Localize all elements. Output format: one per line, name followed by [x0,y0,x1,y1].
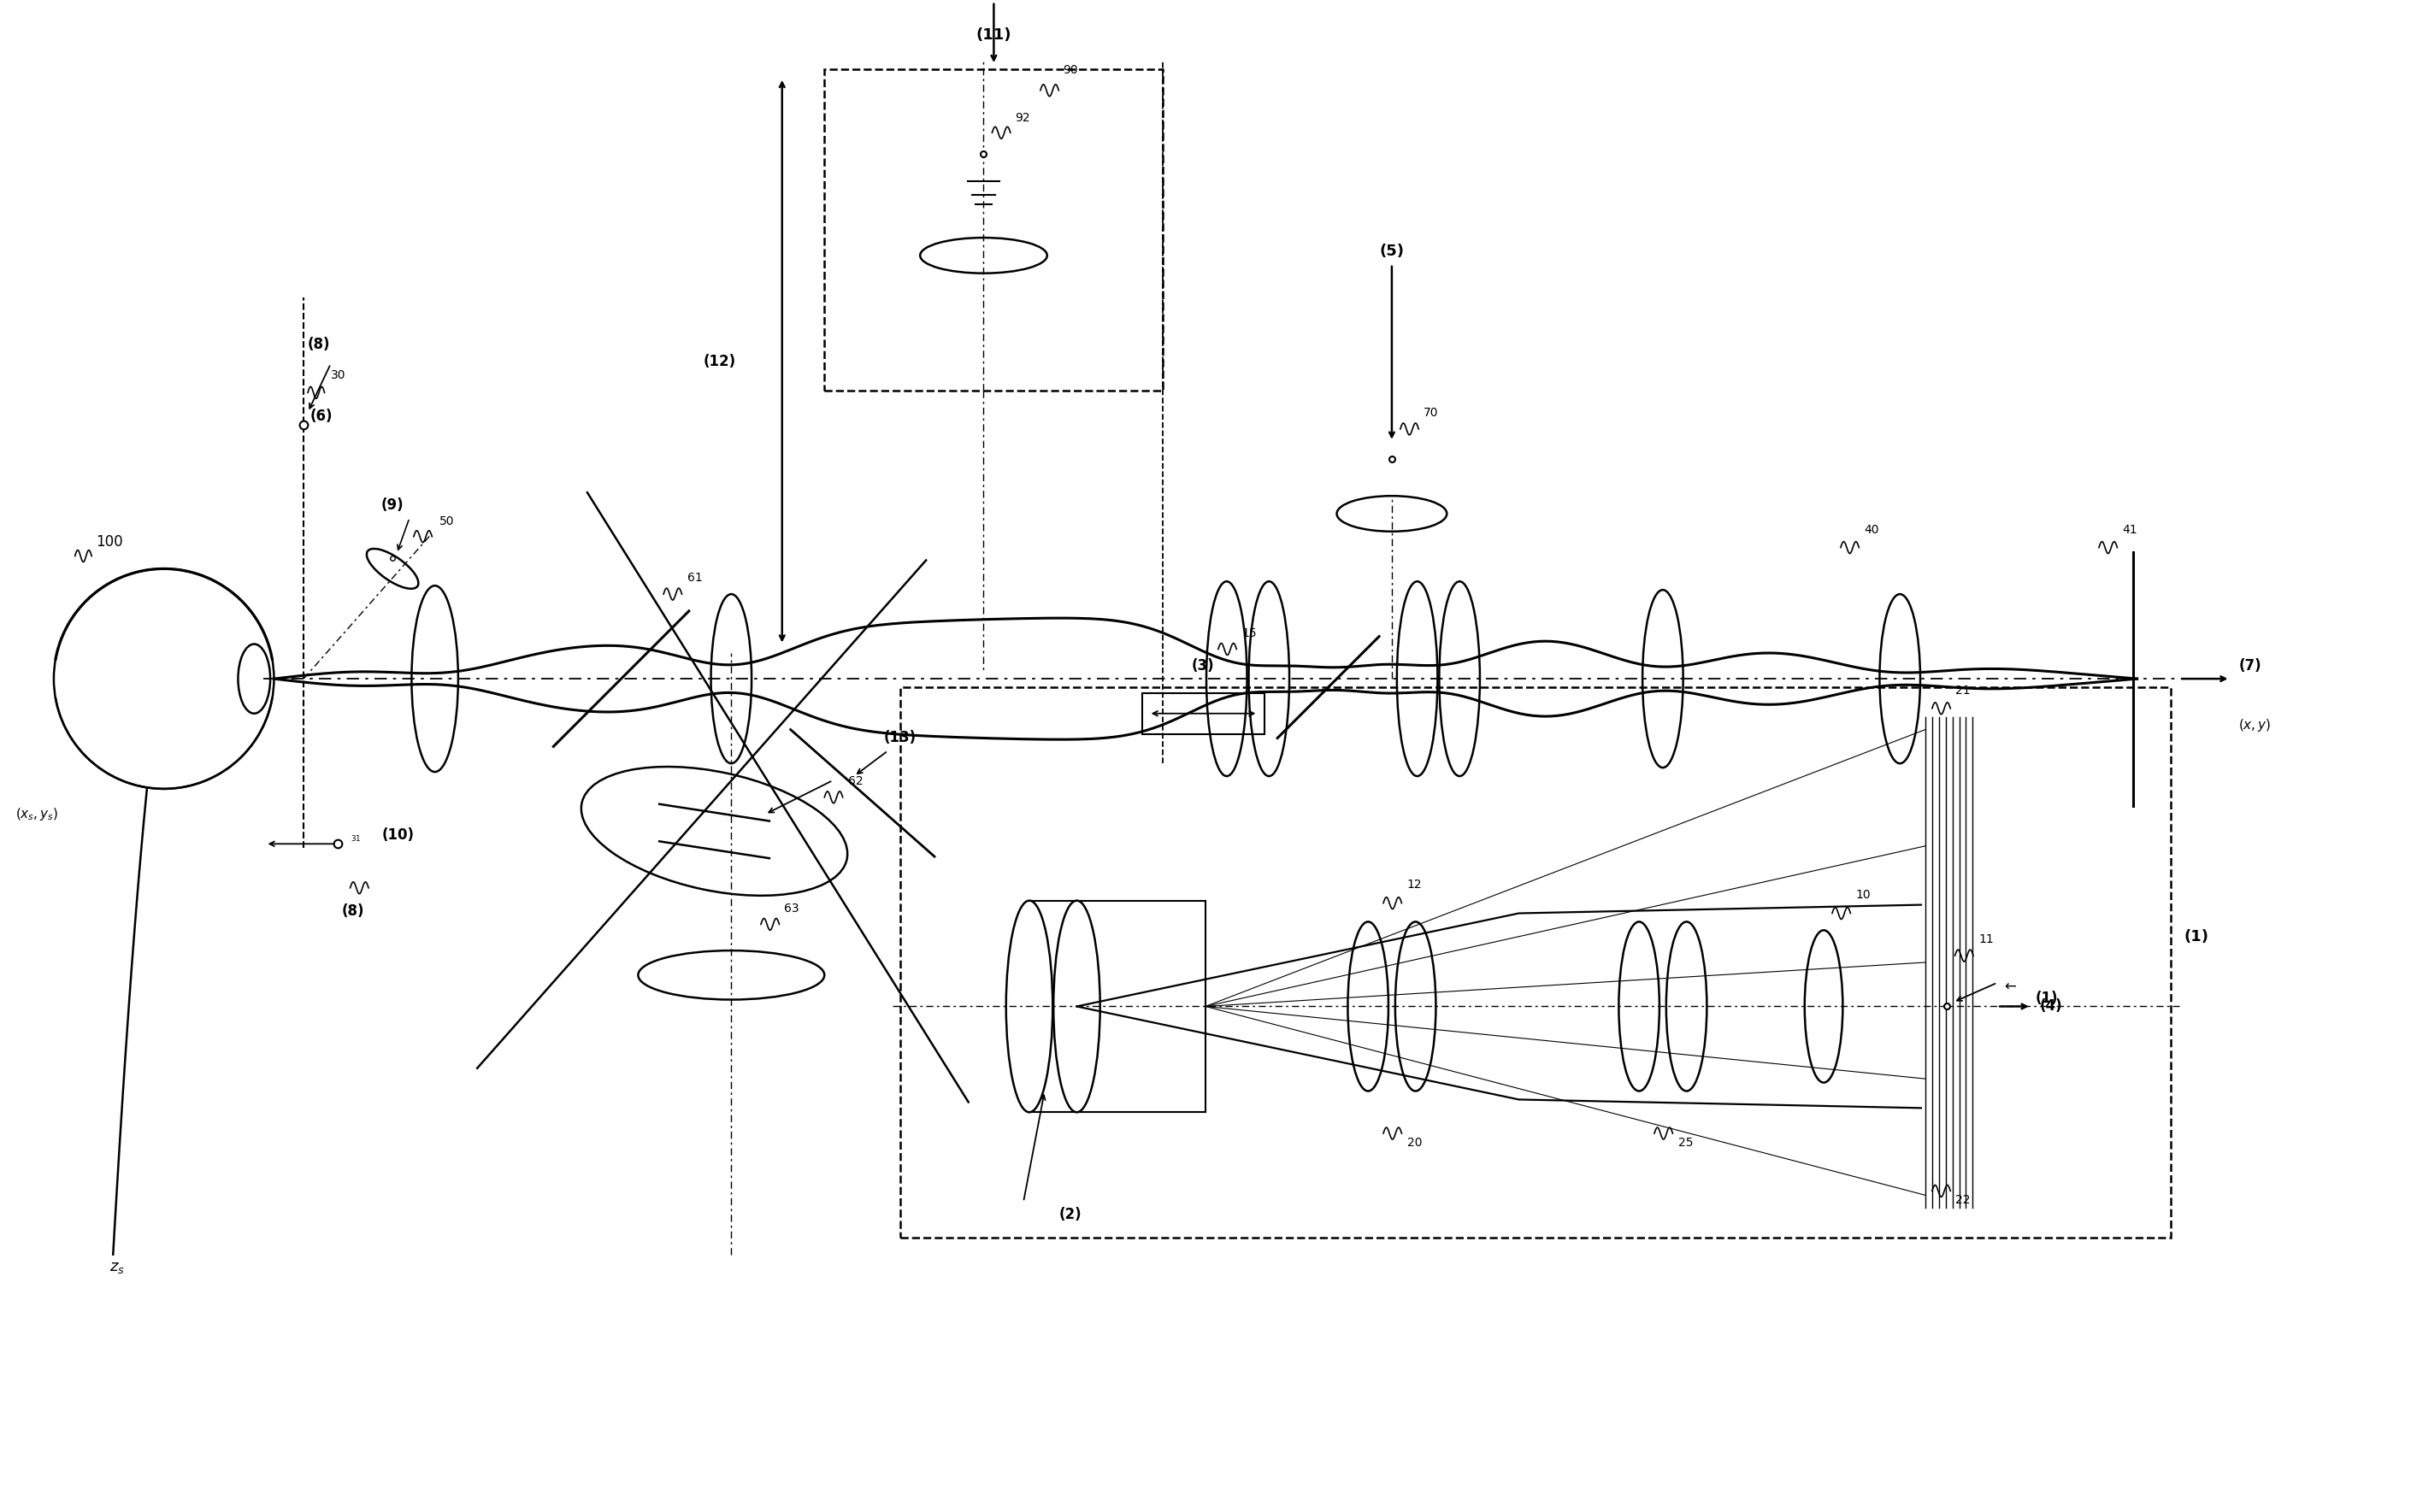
Text: 11: 11 [1979,933,1994,945]
Text: 21: 21 [1955,685,1970,697]
Text: 62: 62 [849,776,863,788]
Text: (7): (7) [2240,658,2262,674]
Text: (13): (13) [885,730,916,745]
Text: 61: 61 [687,572,702,584]
Text: 10: 10 [1856,889,1871,901]
Text: 30: 30 [330,369,345,381]
Text: 63: 63 [784,903,798,915]
Text: (1): (1) [2184,930,2208,945]
Text: (6): (6) [311,408,333,423]
Text: 41: 41 [2122,523,2139,535]
Text: (2): (2) [1058,1207,1083,1222]
Text: (8): (8) [342,904,364,919]
Text: (5): (5) [1379,243,1403,259]
Text: 12: 12 [1408,878,1422,891]
Text: 50: 50 [439,516,453,528]
Text: 40: 40 [1864,523,1878,535]
Bar [902,688,2170,1237]
Bar [1143,692,1266,733]
Text: 22: 22 [1955,1194,1970,1207]
Bar [825,70,1162,392]
Text: 70: 70 [1422,407,1437,419]
Text: (4): (4) [2040,999,2061,1015]
Text: (9): (9) [381,497,405,513]
Text: $z_s$: $z_s$ [108,1261,125,1276]
Text: (12): (12) [704,354,735,369]
Text: 92: 92 [1015,112,1029,124]
Text: (3): (3) [1191,658,1215,674]
Text: 15: 15 [1242,627,1256,640]
Text: 100: 100 [96,534,123,549]
Text: $(x_s, y_s)$: $(x_s, y_s)$ [17,806,58,823]
Text: $_{31}$: $_{31}$ [350,833,362,844]
Text: 25: 25 [1678,1137,1693,1149]
Text: $(x, y)$: $(x, y)$ [2240,717,2271,733]
Text: (11): (11) [976,27,1013,42]
Text: 20: 20 [1408,1137,1422,1149]
Text: 90: 90 [1063,64,1078,76]
Text: (1): (1) [2035,990,2059,1005]
Text: (10): (10) [381,827,415,844]
Text: (8): (8) [309,337,330,352]
Text: ←: ← [2004,980,2016,995]
